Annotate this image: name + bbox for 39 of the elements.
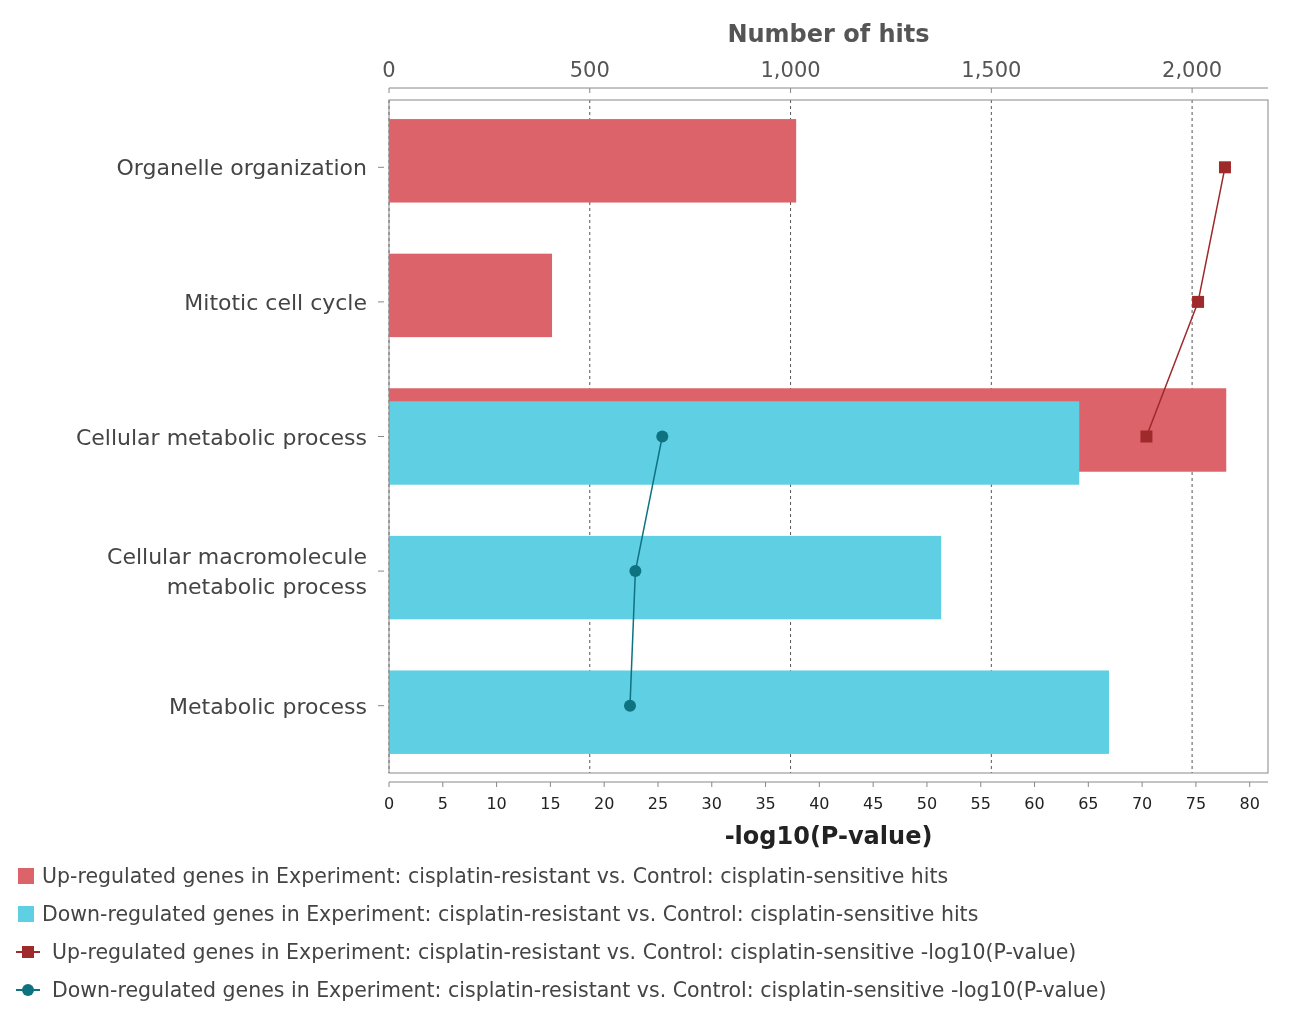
legend-label: Up-regulated genes in Experiment: cisplatin-resistant vs. Control: cisplatin-sensitive -log10(P-value) [52, 940, 1077, 964]
x2-tick-label: 1,000 [760, 58, 821, 82]
x-tick-label: 50 [916, 794, 938, 813]
y-tick-label: Cellular metabolic process [75, 424, 367, 450]
y-tick-label: Cellular macromolecule metabolic process [107, 544, 367, 600]
x-tick-label: 65 [1078, 794, 1099, 813]
x-tick-label: 40 [809, 794, 830, 813]
x2-tick-label: 500 [569, 58, 610, 82]
x-axis-title: -log10(P-value) [724, 822, 933, 850]
x-tick-label: 0 [383, 794, 395, 813]
point [624, 699, 636, 712]
x-tick-label: 35 [755, 794, 776, 813]
x2-axis-title: Number of hits [727, 20, 930, 48]
point [656, 430, 669, 443]
x-tick-label: 80 [1239, 794, 1260, 813]
x-tick-label: 15 [540, 794, 561, 813]
x-tick-label: 5 [437, 794, 448, 813]
y-tick-label: Metabolic process [169, 693, 367, 719]
x2-tick-label: 0 [382, 58, 396, 82]
y-tick-label: Organelle organization [116, 155, 367, 181]
legend-label: Down-regulated genes in Experiment: cisplatin-resistant vs. Control: cisplatin-sensitive -log10(P-value) [52, 978, 1107, 1002]
point [1140, 430, 1153, 443]
x-tick-label: 55 [970, 794, 991, 813]
point [1218, 161, 1231, 174]
x-tick-label: 10 [486, 794, 507, 813]
x-tick-label: 70 [1131, 794, 1153, 813]
point [1192, 295, 1205, 308]
x-tick-label: 30 [701, 794, 722, 813]
x2-tick-label: 2,000 [1162, 58, 1223, 82]
legend-label: Up-regulated genes in Experiment: cisplatin-resistant vs. Control: cisplatin-sensitive hits [42, 864, 949, 888]
x-tick-label: 45 [862, 794, 884, 813]
x-tick-label: 25 [647, 794, 669, 813]
y-tick-label: Mitotic cell cycle [184, 289, 367, 315]
legend-label: Down-regulated genes in Experiment: cisplatin-resistant vs. Control: cisplatin-sensitive hits [42, 902, 979, 926]
x-tick-label: 60 [1024, 794, 1045, 813]
point [629, 565, 642, 578]
x2-tick-label: 1,500 [961, 58, 1022, 82]
x-tick-label: 75 [1185, 794, 1207, 813]
x-tick-label: 20 [594, 794, 615, 813]
